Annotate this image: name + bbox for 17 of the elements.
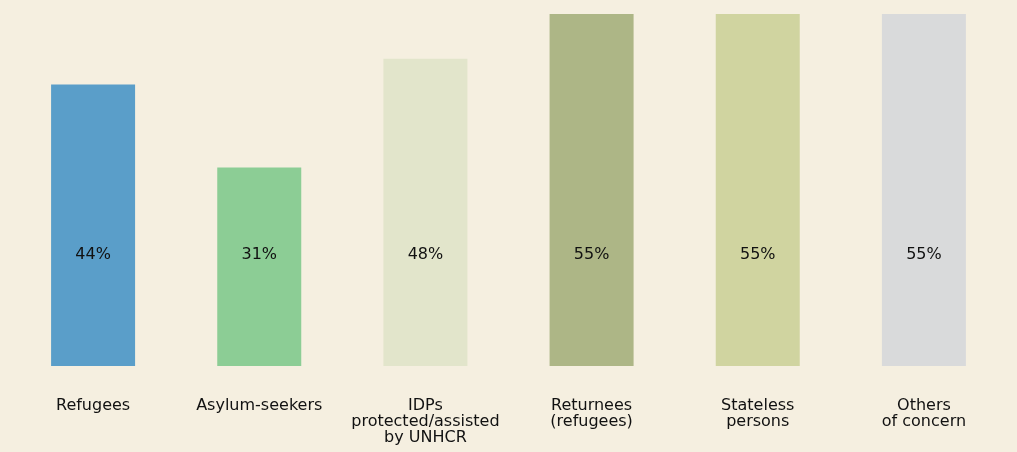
bar bbox=[51, 84, 136, 366]
bar bbox=[549, 14, 634, 366]
x-tick-label: Asylum-seekers bbox=[196, 394, 323, 414]
x-tick-label: IDPs protected/assisted by UNHCR bbox=[351, 394, 500, 446]
x-tick-label: Stateless persons bbox=[721, 394, 795, 430]
data-label: 44% bbox=[75, 243, 111, 263]
data-label: 48% bbox=[407, 243, 444, 263]
data-label: 55% bbox=[739, 243, 776, 263]
data-label: 31% bbox=[241, 243, 278, 263]
x-tick-label: Others of concern bbox=[881, 394, 967, 430]
x-tick-label: Returnees (refugees) bbox=[550, 394, 633, 430]
bar bbox=[715, 14, 800, 366]
bar bbox=[217, 167, 302, 366]
bar bbox=[881, 14, 966, 366]
x-tick-label: Refugees bbox=[55, 394, 131, 414]
data-label: 55% bbox=[906, 243, 942, 263]
data-label: 55% bbox=[573, 243, 610, 263]
